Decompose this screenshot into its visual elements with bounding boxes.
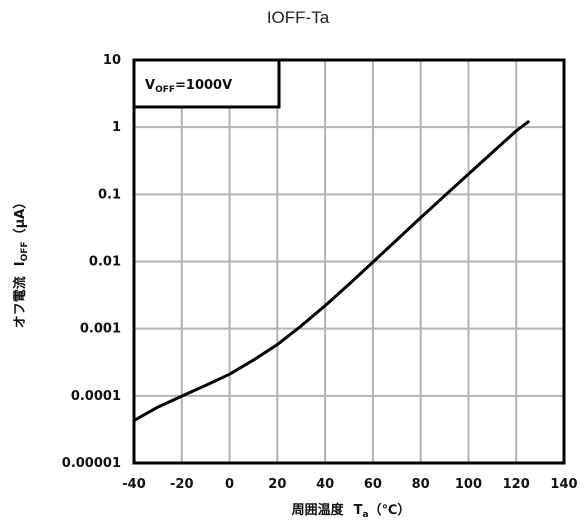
series-layer — [132, 120, 530, 422]
y-tick-label: 0.00001 — [62, 456, 121, 471]
x-tick-label: -40 — [122, 477, 146, 492]
x-tick-label: 80 — [412, 477, 430, 492]
y-tick-label: 0.0001 — [71, 389, 121, 404]
y-axis-label: オフ電流IOFF（μA） — [12, 196, 30, 328]
x-tick-label: 120 — [503, 477, 530, 492]
x-tick-label: -20 — [170, 477, 194, 492]
x-tick-label: 100 — [455, 477, 482, 492]
x-tick-label: 20 — [268, 477, 286, 492]
legend-frame — [132, 58, 281, 109]
x-tick-label: 40 — [316, 477, 334, 492]
x-tick-label: 140 — [550, 477, 577, 492]
chart-title: IOFF-Ta — [267, 8, 330, 27]
x-tick-label: 60 — [364, 477, 382, 492]
grid — [134, 60, 564, 463]
legend-label: VOFF=1000V — [145, 78, 232, 95]
y-tick-label: 10 — [103, 53, 121, 68]
y-tick-label: 1 — [112, 120, 121, 135]
y-tick-label: 0.1 — [98, 187, 121, 202]
y-tick-label: 0.01 — [89, 255, 121, 270]
plot-frame — [132, 58, 566, 465]
x-tick-labels: -40 -20 0 20 40 60 80 100 120 140 — [122, 477, 577, 492]
legend-box: VOFF=1000V — [132, 58, 281, 109]
x-tick-label: 0 — [225, 477, 234, 492]
x-axis-label: 周囲温度 Ta（℃） — [292, 502, 411, 520]
y-tick-labels: 10 1 0.1 0.01 0.001 0.0001 0.00001 — [62, 53, 121, 471]
series-line — [132, 120, 530, 422]
y-tick-label: 0.001 — [80, 322, 121, 337]
